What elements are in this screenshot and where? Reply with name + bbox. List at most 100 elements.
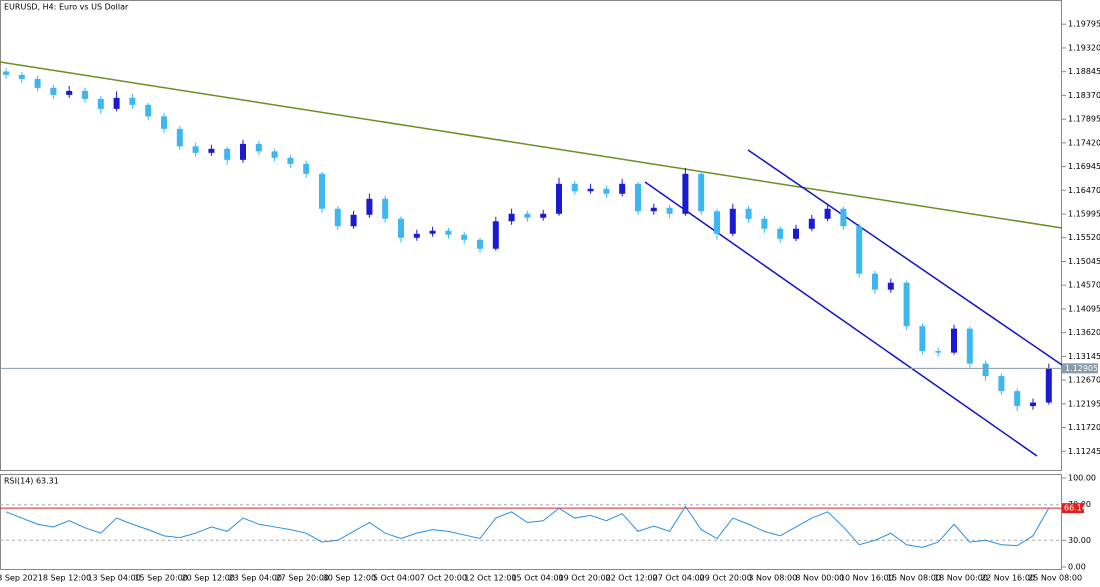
y-tick-label: 1.14570: [1068, 281, 1100, 290]
candle-body: [872, 273, 878, 290]
candle-body: [682, 173, 689, 214]
candle-body: [998, 376, 1005, 392]
y-tick-label: 1.11245: [1068, 447, 1100, 456]
candle-body: [635, 183, 641, 212]
x-tick-label: 18 Nov 00:00: [934, 574, 988, 583]
x-tick-label: 8 Nov 00:00: [795, 574, 844, 583]
candle-body: [587, 188, 594, 192]
candle-body: [3, 71, 9, 75]
candle-body: [429, 230, 436, 234]
candle-body: [1045, 368, 1052, 403]
candle-body: [445, 230, 452, 235]
x-tick-label: 3 Sep 2021: [0, 574, 43, 583]
x-tick-label: 10 Nov 16:00: [840, 574, 894, 583]
candle-body: [761, 218, 768, 229]
candle-body: [366, 198, 373, 215]
candle-body: [66, 90, 73, 95]
y-tick-label: 0.00: [1068, 562, 1086, 571]
y-tick-label: 1.13145: [1068, 352, 1100, 361]
candle-body: [729, 208, 736, 234]
y-tick-label: 1.15045: [1068, 257, 1100, 266]
candle-body: [603, 188, 610, 194]
candle-body: [18, 74, 25, 79]
x-tick-label: 12 Oct 12:00: [464, 574, 516, 583]
candle-body: [951, 328, 957, 353]
channel-lower: [644, 181, 1038, 457]
candle-body: [714, 211, 720, 234]
x-tick-label: 29 Oct 20:00: [700, 574, 752, 583]
y-tick-label: 1.13620: [1068, 328, 1100, 337]
candle-body: [161, 116, 167, 129]
candle-body: [461, 234, 468, 240]
candle-body: [492, 221, 499, 249]
x-tick-label: 15 Oct 04:00: [511, 574, 563, 583]
chart-title: EURUSD, H4: Euro vs US Dollar: [4, 3, 129, 12]
x-tick-label: 15 Sep 20:00: [134, 574, 187, 583]
candle-body: [145, 104, 152, 117]
x-tick-label: 30 Sep 12:00: [323, 574, 376, 583]
candle-body: [698, 173, 705, 212]
candle-body: [1014, 391, 1021, 407]
y-tick-label: 1.17895: [1068, 115, 1100, 124]
candle-body: [540, 213, 547, 218]
y-tick-label: 1.17420: [1068, 138, 1100, 147]
y-tick-label: 1.18370: [1068, 91, 1100, 100]
candle-body: [240, 143, 246, 160]
x-tick-label: 7 Oct 20:00: [420, 574, 467, 583]
candle-body: [319, 173, 325, 209]
candle-body: [666, 207, 673, 214]
rsi-current-box: [1062, 503, 1084, 514]
candle-body: [398, 218, 404, 238]
last-price-box: [1062, 363, 1098, 374]
y-tick-label: 1.15995: [1068, 210, 1100, 219]
trend-line: [0, 61, 1063, 229]
candle-body: [824, 208, 831, 219]
channel-upper: [747, 149, 1063, 366]
candle-body: [50, 87, 57, 95]
candle-body: [287, 157, 294, 164]
last-price-label: 1.12905: [1065, 364, 1098, 373]
candle-body: [793, 228, 799, 239]
candle-body: [619, 183, 626, 194]
candle-body: [524, 213, 531, 218]
candle-body: [477, 239, 483, 249]
candle-body: [271, 151, 278, 158]
y-tick-label: 1.16470: [1068, 186, 1100, 195]
candle-body: [413, 233, 420, 238]
x-tick-label: 5 Oct 04:00: [373, 574, 420, 583]
rsi-line: [5, 505, 1050, 548]
candle-body: [745, 208, 752, 219]
x-tick-label: 20 Sep 12:00: [181, 574, 234, 583]
candle-body: [82, 90, 88, 99]
candle-body: [982, 363, 989, 377]
candle-body: [919, 326, 926, 352]
candle-body: [129, 97, 136, 105]
candle-body: [34, 78, 41, 88]
candle-body: [571, 183, 578, 192]
y-tick-label: 1.19320: [1068, 43, 1100, 52]
x-tick-label: 15 Nov 08:00: [887, 574, 941, 583]
x-tick-label: 3 Nov 08:00: [748, 574, 797, 583]
y-tick-label: 1.15520: [1068, 233, 1100, 242]
candle-body: [192, 146, 199, 153]
candle-body: [650, 207, 657, 212]
candle-body: [382, 198, 389, 219]
candle-body: [1030, 402, 1036, 407]
y-tick-label: 1.14095: [1068, 304, 1100, 313]
candle-body: [556, 183, 562, 214]
candle-body: [255, 143, 262, 152]
candle-body: [508, 213, 515, 222]
x-tick-label: 22 Oct 12:00: [606, 574, 658, 583]
candle-body: [350, 214, 357, 227]
y-tick-label: 1.12670: [1068, 376, 1100, 385]
x-tick-label: 27 Sep 20:00: [276, 574, 329, 583]
candle-body: [176, 128, 183, 147]
y-tick-label: 1.16945: [1068, 162, 1100, 171]
rsi-current-label: 66.14: [1064, 504, 1087, 513]
candle-body: [887, 282, 894, 290]
y-tick-label: 30.00: [1068, 536, 1091, 545]
candle-body: [777, 228, 784, 239]
price-panel: [0, 0, 1062, 471]
candle-body: [224, 148, 231, 160]
